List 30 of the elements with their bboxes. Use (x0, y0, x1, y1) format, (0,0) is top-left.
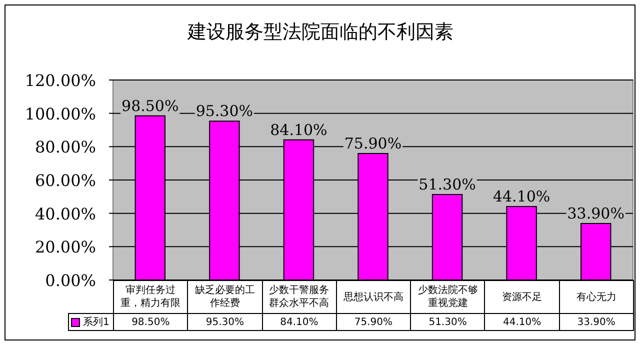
y-tick-label: 80.00% (34, 138, 96, 157)
x-tick-label: 缺乏必要的工作经费 (187, 280, 263, 314)
x-tick-label: 少数干警服务群众水平不高 (262, 280, 337, 314)
text: 95.30% (196, 102, 254, 120)
legend-label: 系列1 (83, 316, 110, 328)
x-tick-label: 思想认识不高 (336, 280, 412, 314)
data-label: 33.90% (558, 313, 634, 331)
text: 84.10% (270, 120, 328, 139)
y-tick-label: 0.00% (45, 271, 96, 290)
y-tick-label: 60.00% (34, 171, 96, 190)
data-label: 51.30% (410, 313, 486, 331)
chart-title: 建设服务型法院面临的不利因素 (186, 21, 454, 43)
data-label: 98.50% (113, 313, 188, 331)
text: 75.90% (344, 134, 402, 152)
text: 98.50% (122, 96, 179, 115)
y-tick-label: 100.00% (24, 104, 96, 124)
data-label: 95.30% (187, 313, 263, 331)
x-tick-label: 少数法院不够重视党建 (410, 280, 486, 314)
y-tick-label: 20.00% (34, 238, 96, 257)
x-tick-label: 审判任务过重，精力有限 (113, 280, 188, 314)
y-tick-label: 40.00% (34, 204, 96, 224)
y-tick-label: 120.00% (24, 71, 96, 90)
data-label: 75.90% (336, 313, 412, 331)
text: 51.30% (418, 176, 476, 194)
x-tick-label: 有心无力 (558, 280, 634, 314)
text: 33.90% (567, 204, 624, 222)
data-label: 84.10% (262, 313, 337, 331)
text: 44.10% (492, 188, 550, 206)
data-label: 44.10% (484, 313, 560, 331)
x-tick-label: 资源不足 (484, 280, 560, 314)
